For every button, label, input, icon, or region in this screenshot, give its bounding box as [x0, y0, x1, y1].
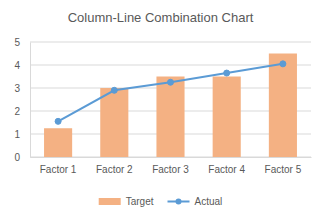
x-tick: Factor 5 [265, 157, 302, 175]
x-tick: Factor 1 [40, 157, 77, 175]
chart: Column-Line Combination Chart 0 1 2 3 4 5 Facto… [0, 0, 321, 221]
x-tick-label: Factor 4 [208, 164, 245, 175]
legend-label: Target [126, 196, 154, 207]
bar [213, 77, 241, 158]
x-tick-label: Factor 1 [40, 164, 77, 175]
y-tick-label: 3 [14, 83, 20, 94]
legend-label: Actual [195, 196, 223, 207]
legend: Target Actual [99, 196, 223, 207]
line-series [55, 61, 286, 125]
y-tick: 5 [14, 37, 30, 48]
bar [269, 54, 297, 158]
marker [280, 61, 286, 67]
title: Column-Line Combination Chart [68, 10, 254, 25]
x-tick: Factor 4 [208, 157, 245, 175]
y-tick: 1 [14, 129, 30, 140]
bar [100, 88, 128, 157]
y-tick-label: 2 [14, 106, 20, 117]
plot: 012345Factor 1Factor 2Factor 3Factor 4Fa… [14, 37, 311, 175]
marker [55, 118, 61, 124]
x-axis-line [31, 157, 312, 158]
bar [44, 128, 72, 157]
y-tick-label: 0 [14, 152, 20, 163]
y-axis-line [30, 43, 31, 158]
grid-line [30, 42, 311, 43]
y-tick-label: 1 [14, 129, 20, 140]
x-tick-label: Factor 5 [265, 164, 302, 175]
line [58, 64, 283, 122]
y-tick-label: 4 [14, 60, 20, 71]
x-tick-label: Factor 3 [152, 164, 189, 175]
x-axis: Factor 1 Factor 2 Factor 3 Factor 4 Factor 5 [31, 157, 312, 175]
marker [224, 70, 230, 76]
x-tick: Factor 2 [96, 157, 133, 175]
y-axis: 0 1 2 3 4 5 [14, 37, 30, 163]
marks [44, 54, 297, 158]
legend-item: Target [99, 196, 154, 207]
bar [156, 77, 184, 158]
grid [30, 42, 311, 157]
y-tick: 2 [14, 106, 30, 117]
y-tick-label: 5 [14, 37, 20, 48]
y-tick: 4 [14, 60, 30, 71]
y-tick: 3 [14, 83, 30, 94]
legend-item: Actual [168, 196, 223, 207]
x-tick-label: Factor 2 [96, 164, 133, 175]
marker [168, 79, 174, 85]
y-tick: 0 [14, 152, 30, 163]
legend-swatch [99, 198, 121, 205]
bar-series [44, 54, 297, 158]
marker [111, 87, 117, 93]
x-tick: Factor 3 [152, 157, 189, 175]
legend-marker [176, 199, 182, 205]
